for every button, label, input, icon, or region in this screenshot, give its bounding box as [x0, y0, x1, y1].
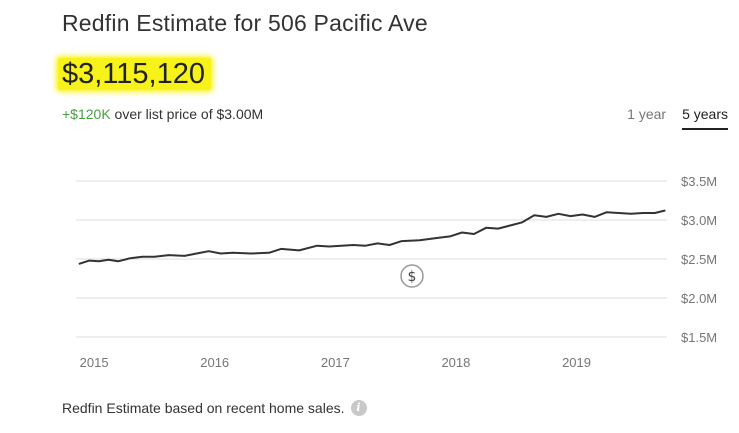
estimate-value: $3,115,120 [58, 58, 211, 91]
x-tick-label: 2019 [562, 355, 591, 370]
tab-1-year[interactable]: 1 year [627, 106, 667, 122]
page-title: Redfin Estimate for 506 Pacific Ave [62, 10, 428, 36]
x-tick-label: 2017 [321, 355, 350, 370]
list-price-comparison: +$120K over list price of $3.00M [62, 106, 263, 122]
dollar-sign-icon[interactable]: $ [400, 264, 424, 288]
x-tick-label: 2018 [441, 355, 470, 370]
y-tick-label: $3.5M [681, 174, 717, 189]
y-tick-label: $2.0M [681, 291, 717, 306]
time-range-tabs: 1 year 5 years [627, 106, 728, 130]
y-tick-label: $1.5M [681, 330, 717, 345]
estimate-series-line [78, 209, 666, 265]
info-icon[interactable]: i [350, 400, 367, 416]
footnote-text: Redfin Estimate based on recent home sal… [62, 400, 345, 416]
estimate-highlight: $3,115,120 [58, 58, 211, 90]
x-tick-label: 2016 [200, 355, 229, 370]
y-tick-label: $2.5M [681, 252, 717, 267]
estimate-footnote: Redfin Estimate based on recent home sal… [62, 400, 367, 416]
y-tick-label: $3.0M [681, 213, 717, 228]
x-tick-label: 2015 [80, 355, 109, 370]
svg-text:$: $ [408, 269, 417, 285]
tab-5-years[interactable]: 5 years [682, 106, 728, 130]
estimate-history-chart: $3.5M $3.0M $2.5M $2.0M $1.5M 2015 2016 2017 201… [76, 174, 717, 370]
over-list-text: over list price of $3.00M [110, 106, 264, 122]
over-list-delta: +$120K [62, 106, 111, 122]
